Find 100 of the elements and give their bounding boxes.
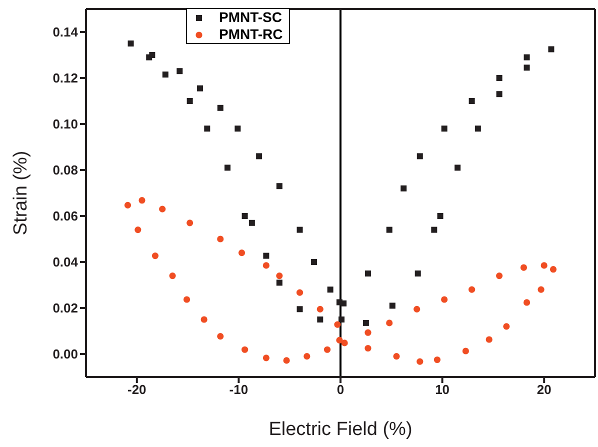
y-tick-label: 0.04 <box>52 254 79 270</box>
point <box>134 226 142 234</box>
point <box>454 164 461 171</box>
point <box>503 323 510 330</box>
point <box>338 316 345 322</box>
point <box>169 272 176 280</box>
y-tick-label: 0.06 <box>52 208 78 224</box>
point <box>138 197 146 204</box>
point <box>217 236 224 242</box>
point <box>441 126 448 132</box>
point <box>341 340 348 346</box>
point <box>296 226 303 233</box>
point <box>159 206 166 212</box>
point <box>224 164 230 171</box>
point <box>496 272 503 280</box>
point <box>186 220 194 226</box>
point <box>283 357 290 364</box>
point <box>149 52 156 58</box>
point <box>364 329 372 336</box>
point <box>474 126 481 132</box>
point <box>217 332 224 340</box>
point <box>296 289 304 296</box>
point <box>496 75 502 81</box>
point <box>124 202 132 208</box>
point <box>386 320 393 326</box>
x-tick-label: -10 <box>229 382 248 398</box>
point <box>389 302 396 309</box>
y-tick-label: 0.08 <box>52 162 78 178</box>
point <box>256 153 262 160</box>
point <box>414 270 421 276</box>
point <box>296 306 303 312</box>
point <box>441 296 448 303</box>
point <box>437 213 444 219</box>
y-tick-label: 0.14 <box>52 24 79 40</box>
point <box>416 153 423 160</box>
point <box>324 346 331 353</box>
y-tick-label: 0.12 <box>52 70 78 86</box>
point <box>523 299 530 306</box>
point <box>414 306 420 312</box>
y-tick-label: 0.02 <box>52 300 78 316</box>
point <box>311 259 318 265</box>
point <box>386 226 392 233</box>
point <box>276 272 283 280</box>
point <box>524 64 530 71</box>
point <box>248 220 255 226</box>
point <box>204 126 210 132</box>
point <box>262 354 270 362</box>
point <box>152 252 159 260</box>
point <box>242 346 248 353</box>
point <box>548 46 554 52</box>
x-tick-label: 20 <box>536 382 552 398</box>
point <box>468 98 475 104</box>
point <box>496 91 502 98</box>
point <box>468 286 476 293</box>
point <box>304 353 310 360</box>
point <box>186 98 193 104</box>
point <box>520 264 528 271</box>
point <box>524 54 530 60</box>
point <box>183 296 190 303</box>
point <box>327 286 334 293</box>
point <box>540 262 548 269</box>
x-tick-label: -20 <box>128 382 146 398</box>
y-tick-label: 0.10 <box>52 116 78 132</box>
point <box>242 213 248 219</box>
point <box>362 320 369 326</box>
point <box>400 185 407 192</box>
point <box>262 262 270 269</box>
point <box>238 250 246 256</box>
point <box>128 40 134 46</box>
point <box>336 299 342 306</box>
point <box>234 126 241 132</box>
x-axis-title: Electric Field (%) <box>268 419 412 440</box>
point <box>462 348 470 354</box>
point <box>276 183 282 190</box>
x-tick-label: 10 <box>435 382 450 398</box>
point <box>316 306 324 312</box>
point <box>538 286 544 293</box>
point <box>162 72 168 78</box>
point <box>276 280 282 286</box>
x-tick-label: 0 <box>336 382 344 398</box>
point <box>200 316 208 323</box>
point <box>364 270 371 276</box>
y-axis-title: Strain (%) <box>10 150 32 236</box>
point <box>416 358 424 365</box>
point <box>263 252 270 259</box>
point <box>176 68 183 74</box>
point <box>434 356 441 364</box>
point <box>431 226 438 233</box>
point <box>550 266 557 273</box>
point <box>336 336 343 344</box>
point <box>317 316 324 322</box>
point <box>217 104 224 111</box>
legend-label: PMNT-RC <box>219 26 283 43</box>
point <box>393 353 400 360</box>
y-tick-label: 0.00 <box>52 346 78 362</box>
point <box>364 344 372 352</box>
point <box>334 321 341 328</box>
point <box>197 85 204 92</box>
legend-label: PMNT-SC <box>219 9 282 26</box>
point <box>486 336 492 343</box>
